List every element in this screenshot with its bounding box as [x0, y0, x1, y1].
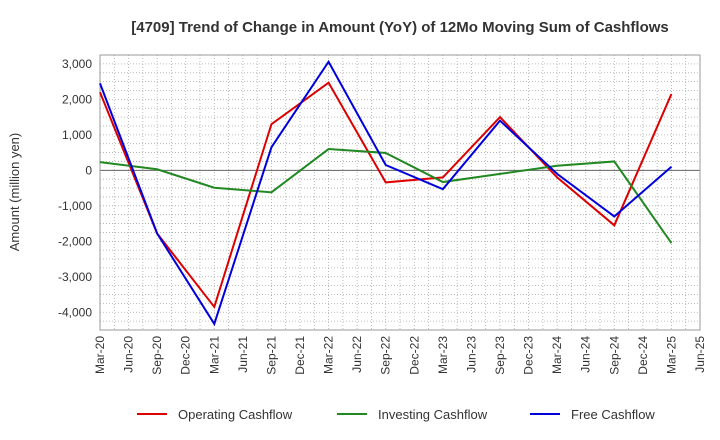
series-line-investing-cashflow: [99, 148, 673, 244]
x-tick-label: Jun-24: [579, 336, 593, 373]
x-tick-label: Jun-25: [693, 336, 707, 373]
x-tick-label: Jun-21: [236, 336, 250, 373]
series-line-operating-cashflow: [99, 81, 673, 310]
legend-label: Free Cashflow: [571, 407, 655, 422]
y-axis-ticks: 3,000 2,000 1,000 0 -1,000 -2,000 -3,000 -4,000: [58, 57, 92, 319]
horizontal-gridlines: [100, 54, 700, 331]
x-tick-label: Dec-22: [407, 336, 421, 375]
y-tick-label: 0: [85, 163, 92, 177]
y-tick-label: -4,000: [58, 305, 92, 319]
x-axis-ticks: Mar-20 Jun-20 Sep-20 Dec-20 Mar-21 Jun-21 Sep-…: [93, 336, 707, 375]
x-tick-label: Jun-20: [122, 336, 136, 373]
x-tick-label: Sep-21: [264, 336, 278, 375]
x-tick-label: Dec-21: [293, 336, 307, 375]
y-tick-label: -2,000: [58, 234, 92, 248]
legend-label: Investing Cashflow: [378, 407, 488, 422]
y-tick-label: -1,000: [58, 199, 92, 213]
x-tick-label: Sep-20: [150, 336, 164, 375]
y-tick-label: 3,000: [62, 57, 92, 71]
x-tick-label: Mar-22: [322, 336, 336, 374]
x-tick-label: Dec-20: [179, 336, 193, 375]
plot-area: [100, 55, 700, 330]
x-tick-label: Jun-23: [464, 336, 478, 373]
chart-title: [4709] Trend of Change in Amount (YoY) o…: [131, 19, 669, 36]
x-tick-label: Jun-22: [350, 336, 364, 373]
x-tick-label: Mar-21: [207, 336, 221, 374]
y-axis-label: Amount (million yen): [7, 133, 22, 252]
x-tick-label: Sep-23: [493, 336, 507, 375]
x-tick-label: Dec-24: [636, 336, 650, 375]
x-tick-label: Sep-24: [607, 336, 621, 375]
legend-label: Operating Cashflow: [178, 407, 293, 422]
series-line-free-cashflow: [99, 59, 673, 327]
x-tick-label: Dec-23: [522, 336, 536, 375]
plot-frame: [99, 54, 701, 331]
series-lines: [99, 59, 673, 327]
x-tick-label: Mar-25: [664, 336, 678, 374]
y-tick-label: 2,000: [62, 92, 92, 106]
y-tick-label: -3,000: [58, 270, 92, 284]
x-tick-label: Mar-24: [550, 336, 564, 374]
x-tick-label: Mar-23: [436, 336, 450, 374]
x-tick-label: Sep-22: [379, 336, 393, 375]
vertical-gridlines: [99, 55, 701, 330]
x-tick-label: Mar-20: [93, 336, 107, 374]
y-tick-label: 1,000: [62, 128, 92, 142]
legend: Operating Cashflow Investing Cashflow Free…: [137, 407, 655, 422]
